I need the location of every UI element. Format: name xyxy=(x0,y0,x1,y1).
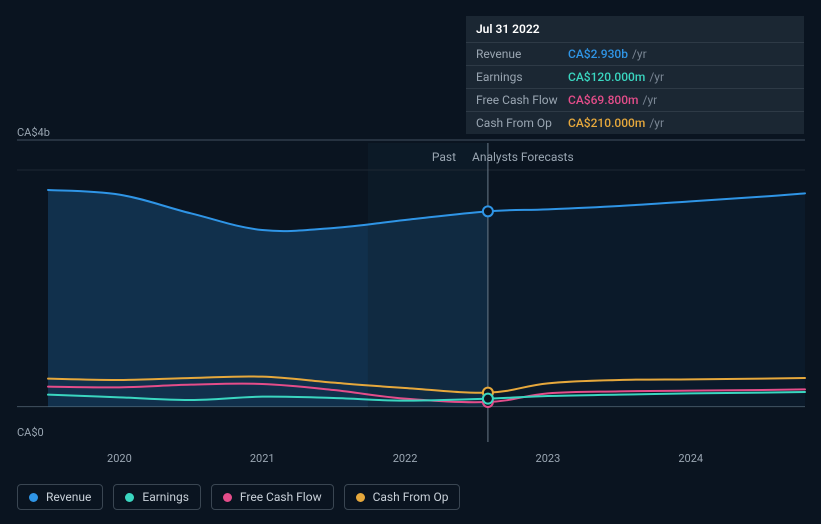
tooltip-row-unit: /yr xyxy=(649,116,664,130)
legend-item-earnings[interactable]: Earnings xyxy=(113,484,201,510)
tooltip-row-unit: /yr xyxy=(649,70,664,84)
legend-label: Free Cash Flow xyxy=(240,490,322,504)
legend-item-revenue[interactable]: Revenue xyxy=(17,484,103,510)
tooltip-row-value: CA$210.000m xyxy=(568,116,645,130)
tooltip-row: RevenueCA$2.930b/yr xyxy=(466,43,804,66)
legend-label: Cash From Op xyxy=(373,490,449,504)
tooltip-row-value: CA$2.930b xyxy=(568,47,628,61)
legend-swatch xyxy=(223,493,232,502)
tooltip-row-label: Cash From Op xyxy=(476,116,568,130)
tooltip-row: Free Cash FlowCA$69.800m/yr xyxy=(466,89,804,112)
y-axis-label-bottom: CA$0 xyxy=(17,426,44,439)
x-axis-label: 2022 xyxy=(393,452,418,465)
legend-item-cash-from-op[interactable]: Cash From Op xyxy=(344,484,461,510)
tooltip-date: Jul 31 2022 xyxy=(466,16,804,43)
legend-swatch xyxy=(356,493,365,502)
legend-swatch xyxy=(29,493,38,502)
tooltip-row-unit: /yr xyxy=(643,93,658,107)
legend-swatch xyxy=(125,493,134,502)
tooltip-row-label: Revenue xyxy=(476,47,568,61)
tooltip-row-label: Earnings xyxy=(476,70,568,84)
x-axis-label: 2023 xyxy=(536,452,561,465)
past-section-label: Past xyxy=(432,150,456,164)
tooltip-row: Cash From OpCA$210.000m/yr xyxy=(466,112,804,134)
x-axis-label: 2024 xyxy=(678,452,703,465)
tooltip-row-unit: /yr xyxy=(632,47,647,61)
tooltip-row-label: Free Cash Flow xyxy=(476,93,568,107)
tooltip-row-value: CA$120.000m xyxy=(568,70,645,84)
chart-tooltip: Jul 31 2022 RevenueCA$2.930b/yrEarningsC… xyxy=(466,16,804,134)
tooltip-row: EarningsCA$120.000m/yr xyxy=(466,66,804,89)
y-axis-label-top: CA$4b xyxy=(17,126,50,139)
legend-label: Revenue xyxy=(46,490,91,504)
forecast-section-label: Analysts Forecasts xyxy=(472,150,574,164)
x-axis-label: 2020 xyxy=(107,452,132,465)
legend-label: Earnings xyxy=(142,490,189,504)
x-axis-label: 2021 xyxy=(250,452,275,465)
tooltip-row-value: CA$69.800m xyxy=(568,93,639,107)
legend-item-free-cash-flow[interactable]: Free Cash Flow xyxy=(211,484,334,510)
chart-legend: Revenue Earnings Free Cash Flow Cash From O… xyxy=(17,484,460,510)
financial-chart: CA$4b CA$0 Past Analysts Forecasts 2020 2… xyxy=(0,0,821,524)
